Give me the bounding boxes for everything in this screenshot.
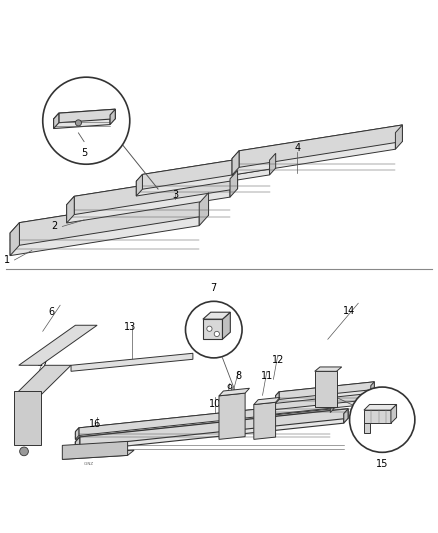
Text: 2: 2: [52, 221, 58, 231]
Polygon shape: [59, 109, 115, 123]
Polygon shape: [142, 154, 276, 189]
Polygon shape: [262, 394, 375, 415]
Polygon shape: [67, 171, 237, 205]
Polygon shape: [276, 382, 374, 395]
Polygon shape: [391, 405, 396, 423]
Circle shape: [214, 332, 219, 336]
Circle shape: [207, 326, 212, 332]
Polygon shape: [262, 389, 379, 406]
Text: 9: 9: [227, 384, 233, 394]
Polygon shape: [364, 405, 396, 410]
Polygon shape: [230, 171, 237, 197]
Polygon shape: [62, 450, 134, 459]
Text: 1: 1: [4, 255, 10, 265]
Text: 13: 13: [124, 322, 136, 333]
Text: GINZ: GINZ: [83, 462, 93, 465]
Polygon shape: [19, 325, 97, 365]
Polygon shape: [75, 405, 330, 439]
Text: 6: 6: [48, 307, 54, 317]
Polygon shape: [254, 402, 276, 439]
Polygon shape: [136, 154, 276, 181]
Polygon shape: [262, 401, 267, 415]
Polygon shape: [19, 193, 208, 245]
Circle shape: [185, 301, 242, 358]
Polygon shape: [232, 133, 396, 175]
Polygon shape: [396, 125, 403, 149]
Text: 12: 12: [272, 355, 284, 365]
Polygon shape: [223, 312, 230, 339]
Text: 16: 16: [89, 419, 101, 429]
Polygon shape: [10, 223, 19, 256]
Polygon shape: [344, 409, 348, 423]
Polygon shape: [14, 391, 41, 446]
Text: 5: 5: [81, 148, 87, 158]
Polygon shape: [75, 401, 334, 432]
Circle shape: [43, 77, 130, 164]
Polygon shape: [53, 109, 115, 119]
Text: 17: 17: [36, 358, 49, 368]
Polygon shape: [232, 151, 239, 175]
Text: 11: 11: [261, 371, 273, 381]
Polygon shape: [80, 409, 348, 447]
Polygon shape: [67, 196, 74, 223]
Text: 10: 10: [208, 399, 221, 409]
Polygon shape: [364, 410, 391, 423]
Polygon shape: [74, 171, 237, 215]
Text: 3: 3: [173, 190, 179, 200]
Polygon shape: [219, 393, 245, 439]
Polygon shape: [199, 193, 208, 225]
Polygon shape: [269, 154, 276, 175]
Polygon shape: [14, 365, 71, 395]
Polygon shape: [203, 312, 230, 319]
Text: 15: 15: [376, 459, 389, 469]
Polygon shape: [279, 382, 374, 399]
Polygon shape: [254, 398, 280, 405]
Polygon shape: [232, 125, 403, 158]
Circle shape: [20, 447, 28, 456]
Polygon shape: [67, 179, 230, 223]
Polygon shape: [79, 401, 334, 435]
Polygon shape: [53, 115, 110, 128]
Polygon shape: [203, 319, 223, 339]
Polygon shape: [239, 125, 403, 167]
Polygon shape: [315, 367, 342, 372]
Polygon shape: [75, 414, 344, 451]
Polygon shape: [375, 389, 379, 403]
Text: 8: 8: [236, 371, 242, 381]
Polygon shape: [75, 409, 348, 442]
Polygon shape: [75, 428, 79, 439]
Text: 4: 4: [294, 143, 300, 154]
Polygon shape: [53, 113, 59, 128]
Polygon shape: [110, 109, 115, 125]
Polygon shape: [10, 193, 208, 233]
Polygon shape: [62, 441, 127, 459]
Polygon shape: [315, 372, 336, 407]
Polygon shape: [276, 386, 371, 403]
Polygon shape: [75, 437, 80, 451]
Polygon shape: [364, 423, 370, 433]
Circle shape: [75, 120, 81, 126]
Polygon shape: [267, 389, 379, 410]
Polygon shape: [371, 382, 374, 393]
Polygon shape: [71, 353, 193, 372]
Polygon shape: [10, 203, 199, 256]
Polygon shape: [136, 174, 142, 196]
Polygon shape: [219, 388, 250, 396]
Polygon shape: [330, 401, 334, 413]
Polygon shape: [136, 160, 269, 196]
Polygon shape: [276, 392, 279, 403]
Circle shape: [350, 387, 415, 453]
Text: 14: 14: [343, 306, 356, 316]
Text: 7: 7: [211, 284, 217, 294]
